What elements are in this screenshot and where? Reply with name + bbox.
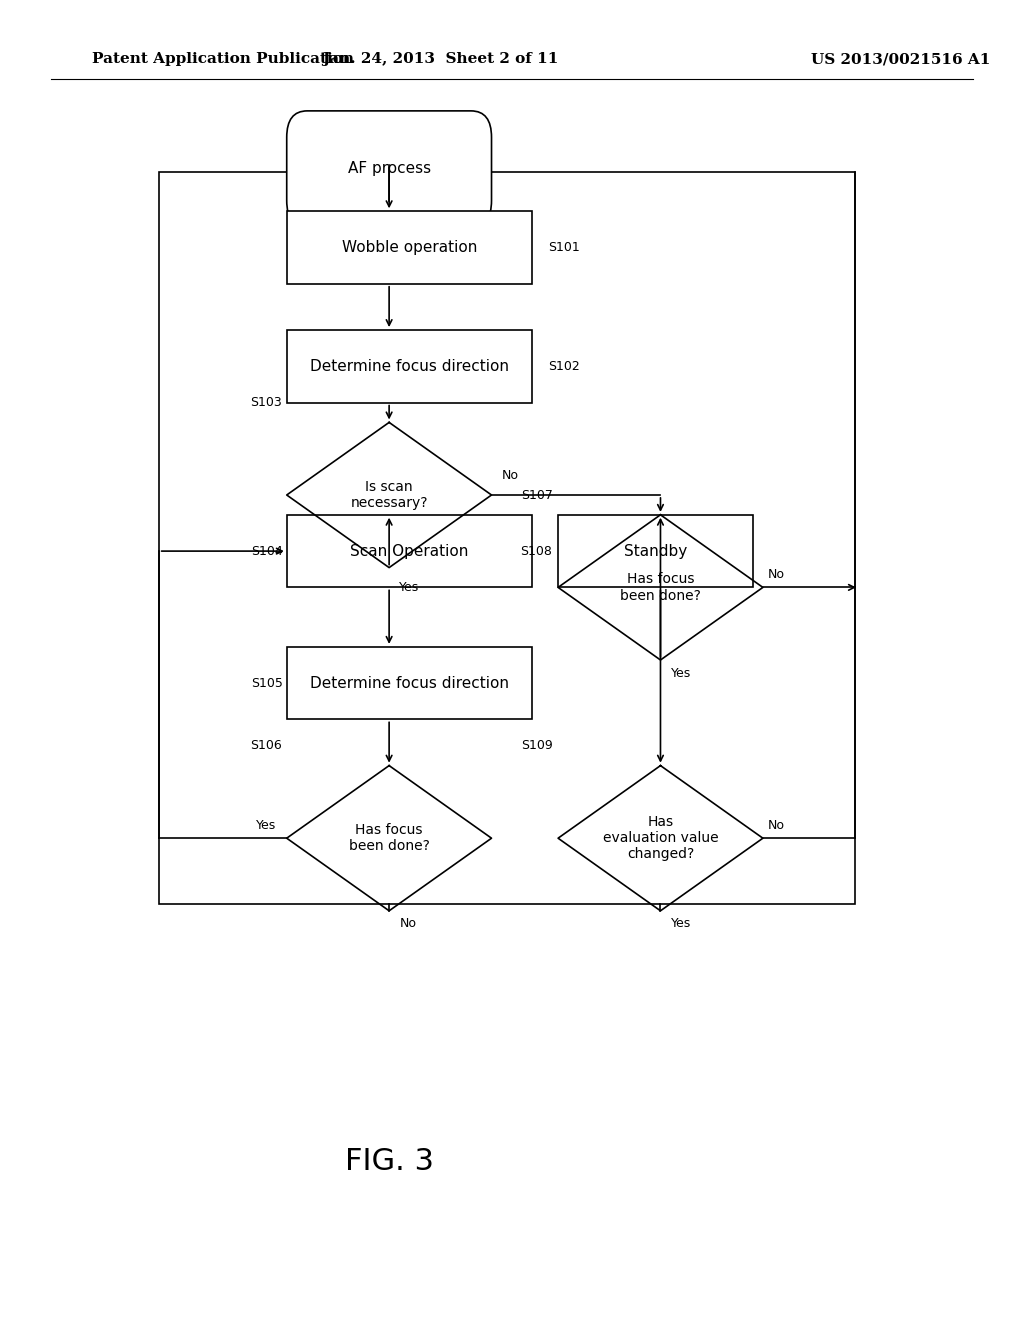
FancyBboxPatch shape — [287, 111, 492, 227]
Text: S108: S108 — [520, 545, 552, 558]
Text: No: No — [502, 469, 519, 482]
Text: US 2013/0021516 A1: US 2013/0021516 A1 — [811, 53, 991, 66]
Text: Wobble operation: Wobble operation — [342, 240, 477, 255]
Text: Has focus
been done?: Has focus been done? — [349, 824, 429, 853]
Text: Patent Application Publication: Patent Application Publication — [92, 53, 354, 66]
Text: S101: S101 — [548, 242, 580, 253]
Text: Jan. 24, 2013  Sheet 2 of 11: Jan. 24, 2013 Sheet 2 of 11 — [323, 53, 558, 66]
Text: S104: S104 — [251, 545, 283, 558]
Text: S103: S103 — [250, 396, 282, 409]
FancyBboxPatch shape — [287, 647, 532, 719]
Text: Yes: Yes — [399, 581, 420, 594]
Text: Determine focus direction: Determine focus direction — [310, 359, 509, 374]
Text: S107: S107 — [521, 488, 553, 502]
FancyBboxPatch shape — [287, 211, 532, 284]
Text: Standby: Standby — [624, 544, 687, 558]
Text: S105: S105 — [251, 677, 283, 690]
Text: Is scan
necessary?: Is scan necessary? — [350, 480, 428, 510]
FancyBboxPatch shape — [287, 515, 532, 587]
Text: Has
evaluation value
changed?: Has evaluation value changed? — [603, 814, 718, 862]
Text: Scan Operation: Scan Operation — [350, 544, 469, 558]
Text: Has focus
been done?: Has focus been done? — [621, 573, 700, 602]
Text: No: No — [399, 917, 417, 931]
FancyBboxPatch shape — [287, 330, 532, 403]
Text: FIG. 3: FIG. 3 — [345, 1147, 433, 1176]
Text: S106: S106 — [250, 739, 282, 752]
Text: S109: S109 — [521, 739, 553, 752]
Text: Yes: Yes — [671, 667, 691, 680]
Text: No: No — [768, 818, 785, 832]
Text: S102: S102 — [548, 360, 580, 372]
Text: Yes: Yes — [256, 818, 276, 832]
Text: Determine focus direction: Determine focus direction — [310, 676, 509, 690]
Text: Yes: Yes — [671, 917, 691, 931]
Bar — [159, 172, 855, 904]
Text: No: No — [768, 568, 785, 581]
FancyBboxPatch shape — [558, 515, 753, 587]
Text: AF process: AF process — [347, 161, 431, 177]
